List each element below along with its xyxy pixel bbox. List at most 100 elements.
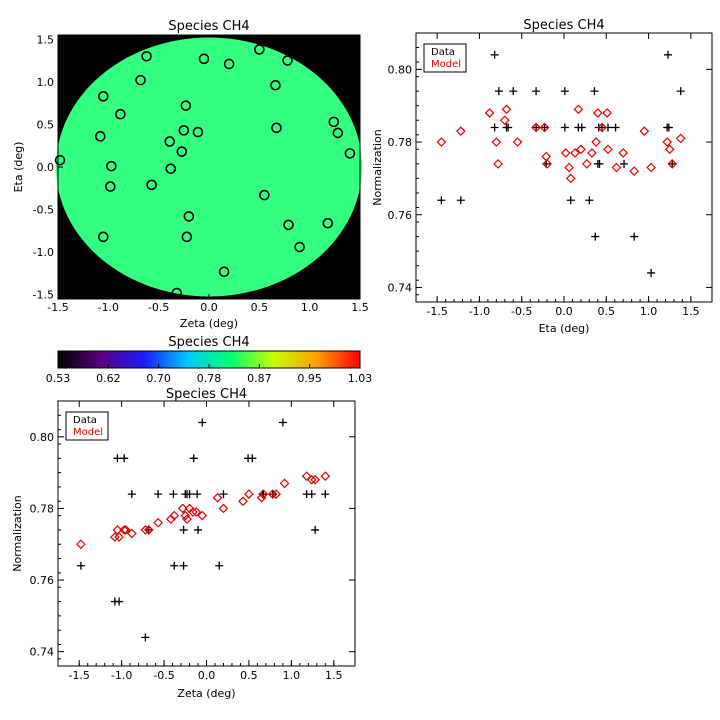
y-tick-label: 0.80 (30, 431, 55, 444)
map-point (259, 189, 270, 201)
data-point (595, 159, 604, 168)
colorbar-tick-label: 1.03 (348, 372, 373, 385)
model-point (646, 162, 656, 173)
model-point (166, 514, 176, 525)
model-point (271, 489, 281, 499)
x-tick-label: 0.0 (200, 301, 218, 314)
map-point (198, 53, 210, 65)
model-point (119, 525, 130, 535)
x-tick-label: -1.5 (68, 669, 89, 682)
model-point (267, 489, 278, 499)
data-point (189, 454, 198, 463)
data-point (560, 123, 569, 132)
y-axis-label: Eta (deg) (12, 142, 25, 193)
data-point (664, 50, 673, 59)
data-point (532, 123, 541, 132)
legend-data: Data (73, 415, 97, 426)
data-point (115, 597, 124, 606)
data-point (127, 490, 136, 499)
data-point (456, 196, 465, 205)
map-point (165, 163, 177, 175)
y-tick-label: 0.80 (388, 63, 413, 76)
model-point (177, 503, 188, 514)
model-point (539, 122, 550, 133)
x-tick-label: 0.5 (598, 305, 616, 318)
map-point (164, 136, 176, 147)
data-point (630, 232, 639, 241)
data-point (611, 123, 620, 132)
map-point (282, 55, 293, 66)
model-point (493, 159, 503, 169)
map-point (135, 74, 146, 86)
data-point (566, 196, 575, 205)
model-point (611, 162, 622, 173)
model-point (238, 496, 248, 507)
model-point (573, 104, 584, 115)
colorbar-tick-label: 0.70 (146, 372, 171, 385)
y-tick-label: 1.0 (37, 76, 55, 89)
model-point (455, 126, 466, 136)
data-point (647, 268, 656, 277)
model-point (126, 528, 137, 539)
data-point (219, 490, 228, 499)
map-point (105, 181, 116, 192)
map-point (98, 231, 109, 243)
x-tick-label: -1.0 (469, 305, 490, 318)
x-tick-label: -1.5 (47, 301, 68, 314)
model-point (662, 137, 673, 147)
model-point (436, 137, 447, 147)
model-point (153, 517, 163, 528)
map-disk (55, 37, 363, 297)
y-tick-label: 1.5 (37, 33, 55, 46)
data-point (215, 561, 224, 570)
map-point (294, 241, 305, 253)
data-point (307, 490, 316, 499)
data-point (311, 525, 320, 534)
data-point (490, 123, 499, 132)
data-point (504, 123, 513, 132)
y-tick-label: -0.5 (33, 204, 54, 217)
data-point (560, 87, 569, 96)
x-tick-label: 1.0 (640, 305, 658, 318)
data-point (193, 490, 202, 499)
model-point (258, 489, 269, 499)
colorbar-tick-label: 0.53 (46, 372, 71, 385)
model-point (169, 510, 180, 521)
model-point (602, 108, 612, 118)
map-point (322, 217, 334, 229)
data-point (590, 87, 599, 96)
data-point (120, 454, 129, 463)
y-tick-label: 0.5 (37, 118, 55, 131)
map-point (218, 266, 230, 278)
model-point (501, 104, 512, 115)
data-point (668, 159, 677, 168)
model-point (188, 507, 198, 517)
y-tick-label: -1.5 (33, 289, 54, 302)
model-point (121, 525, 131, 535)
data-point (577, 123, 586, 132)
data-point (194, 525, 203, 534)
x-tick-label: 1.0 (283, 669, 301, 682)
data-point (585, 196, 594, 205)
model-point (629, 166, 640, 176)
x-tick-label: -0.5 (511, 305, 532, 318)
model-point (244, 489, 254, 499)
legend-model: Model (431, 59, 461, 70)
x-tick-label: -1.0 (98, 301, 119, 314)
y-tick-label: 0.76 (30, 574, 55, 587)
colorbar-tick-label: 0.87 (247, 372, 272, 385)
map-point (328, 116, 340, 128)
model-point (279, 478, 290, 489)
x-tick-label: 0.5 (240, 669, 258, 682)
model-point (301, 471, 312, 482)
model-point (180, 510, 191, 521)
map-point (254, 44, 265, 55)
data-point (676, 87, 685, 96)
map-point (223, 58, 235, 70)
map-point (344, 148, 356, 159)
data-point (509, 87, 518, 96)
model-point (143, 525, 154, 535)
model-point (310, 474, 320, 485)
map-point (178, 125, 190, 136)
map-point (106, 160, 117, 172)
